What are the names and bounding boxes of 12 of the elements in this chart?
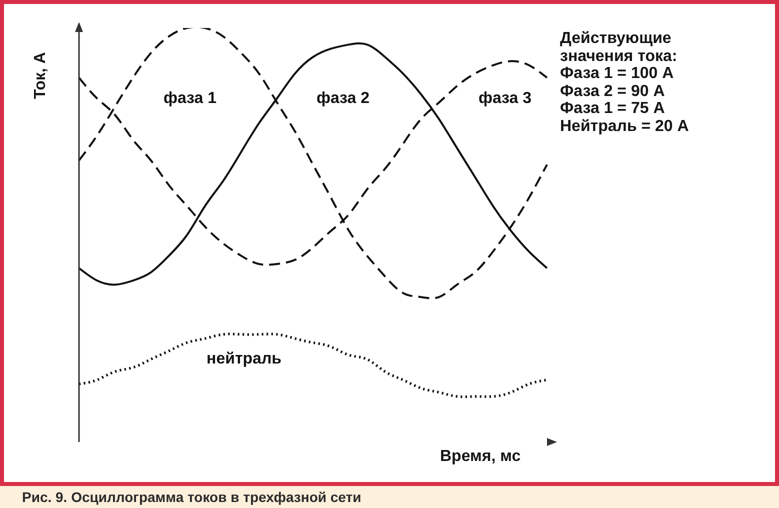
text: фаза 1	[163, 90, 217, 107]
text: Действующие значения тока:	[560, 30, 678, 64]
text: Нейтраль = 20 А	[560, 118, 689, 134]
text: Рис. 9. Осциллограмма токов в трехфазной сети	[22, 489, 362, 505]
series-label: фаза 3	[478, 90, 532, 107]
text: Фаза 2 = 90 А	[560, 82, 665, 100]
y-axis-title: Ток, А	[32, 52, 49, 99]
x-axis-title: Время, мс	[440, 448, 521, 465]
series-label: нейтраль	[206, 350, 282, 368]
series-label: фаза 2	[316, 90, 370, 107]
text: Фаза 1 = 100 А	[560, 65, 674, 82]
text: Фаза 1 = 75 А	[560, 100, 665, 117]
